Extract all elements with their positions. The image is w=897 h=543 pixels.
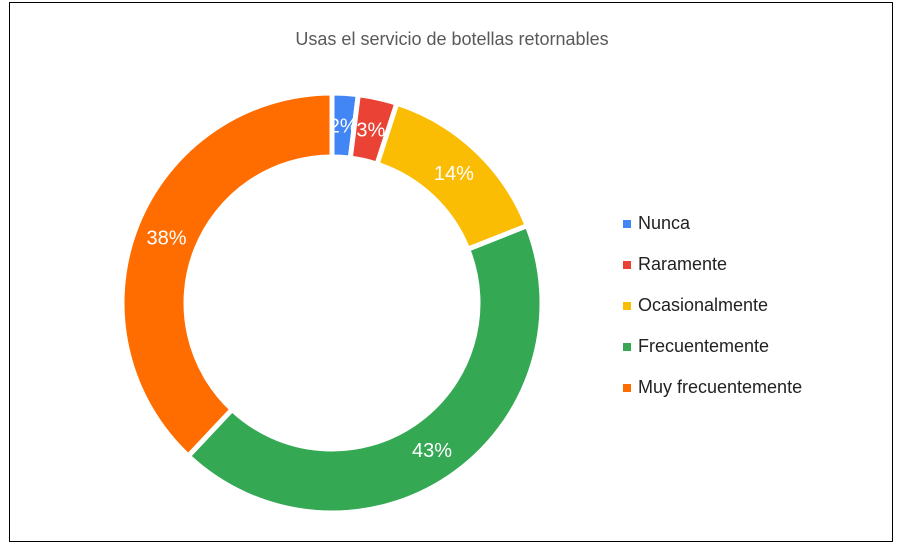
legend-swatch	[623, 301, 631, 310]
chart-legend: Nunca Raramente Ocasionalmente Frecuentemen…	[623, 203, 802, 408]
slice-label-muy-frecuentemente: 38%	[146, 227, 186, 249]
chart-frame: Usas el servicio de botellas retornables…	[9, 2, 893, 542]
slice-label-ocasionalmente: 14%	[434, 163, 474, 185]
legend-label: Ocasionalmente	[638, 295, 769, 315]
chart-title: Usas el servicio de botellas retornables	[295, 29, 609, 49]
legend-item-ocasionalmente: Ocasionalmente	[623, 285, 802, 326]
legend-swatch	[623, 342, 631, 351]
slice-label-nunca: 2%	[329, 115, 358, 137]
slice-label-frecuentemente: 43%	[412, 440, 452, 462]
legend-label: Frecuentemente	[638, 336, 770, 356]
donut-slice-frecuentemente	[184, 222, 545, 516]
legend-swatch	[623, 260, 631, 269]
donut-chart: 2%3% 14% 43% 38%	[119, 90, 545, 516]
legend-swatch	[623, 219, 631, 228]
legend-label: Nunca	[638, 213, 691, 233]
legend-item-frecuentemente: Frecuentemente	[623, 326, 802, 367]
legend-label: Raramente	[638, 254, 728, 274]
slice-label-raramente: 3%	[356, 119, 385, 141]
legend-item-nunca: Nunca	[623, 203, 802, 244]
donut-slice-muy-frecuentemente	[119, 90, 335, 460]
legend-swatch	[623, 383, 631, 392]
legend-label: Muy frecuentemente	[638, 377, 803, 397]
legend-item-muy-frecuentemente: Muy frecuentemente	[623, 367, 802, 408]
legend-item-raramente: Raramente	[623, 244, 802, 285]
